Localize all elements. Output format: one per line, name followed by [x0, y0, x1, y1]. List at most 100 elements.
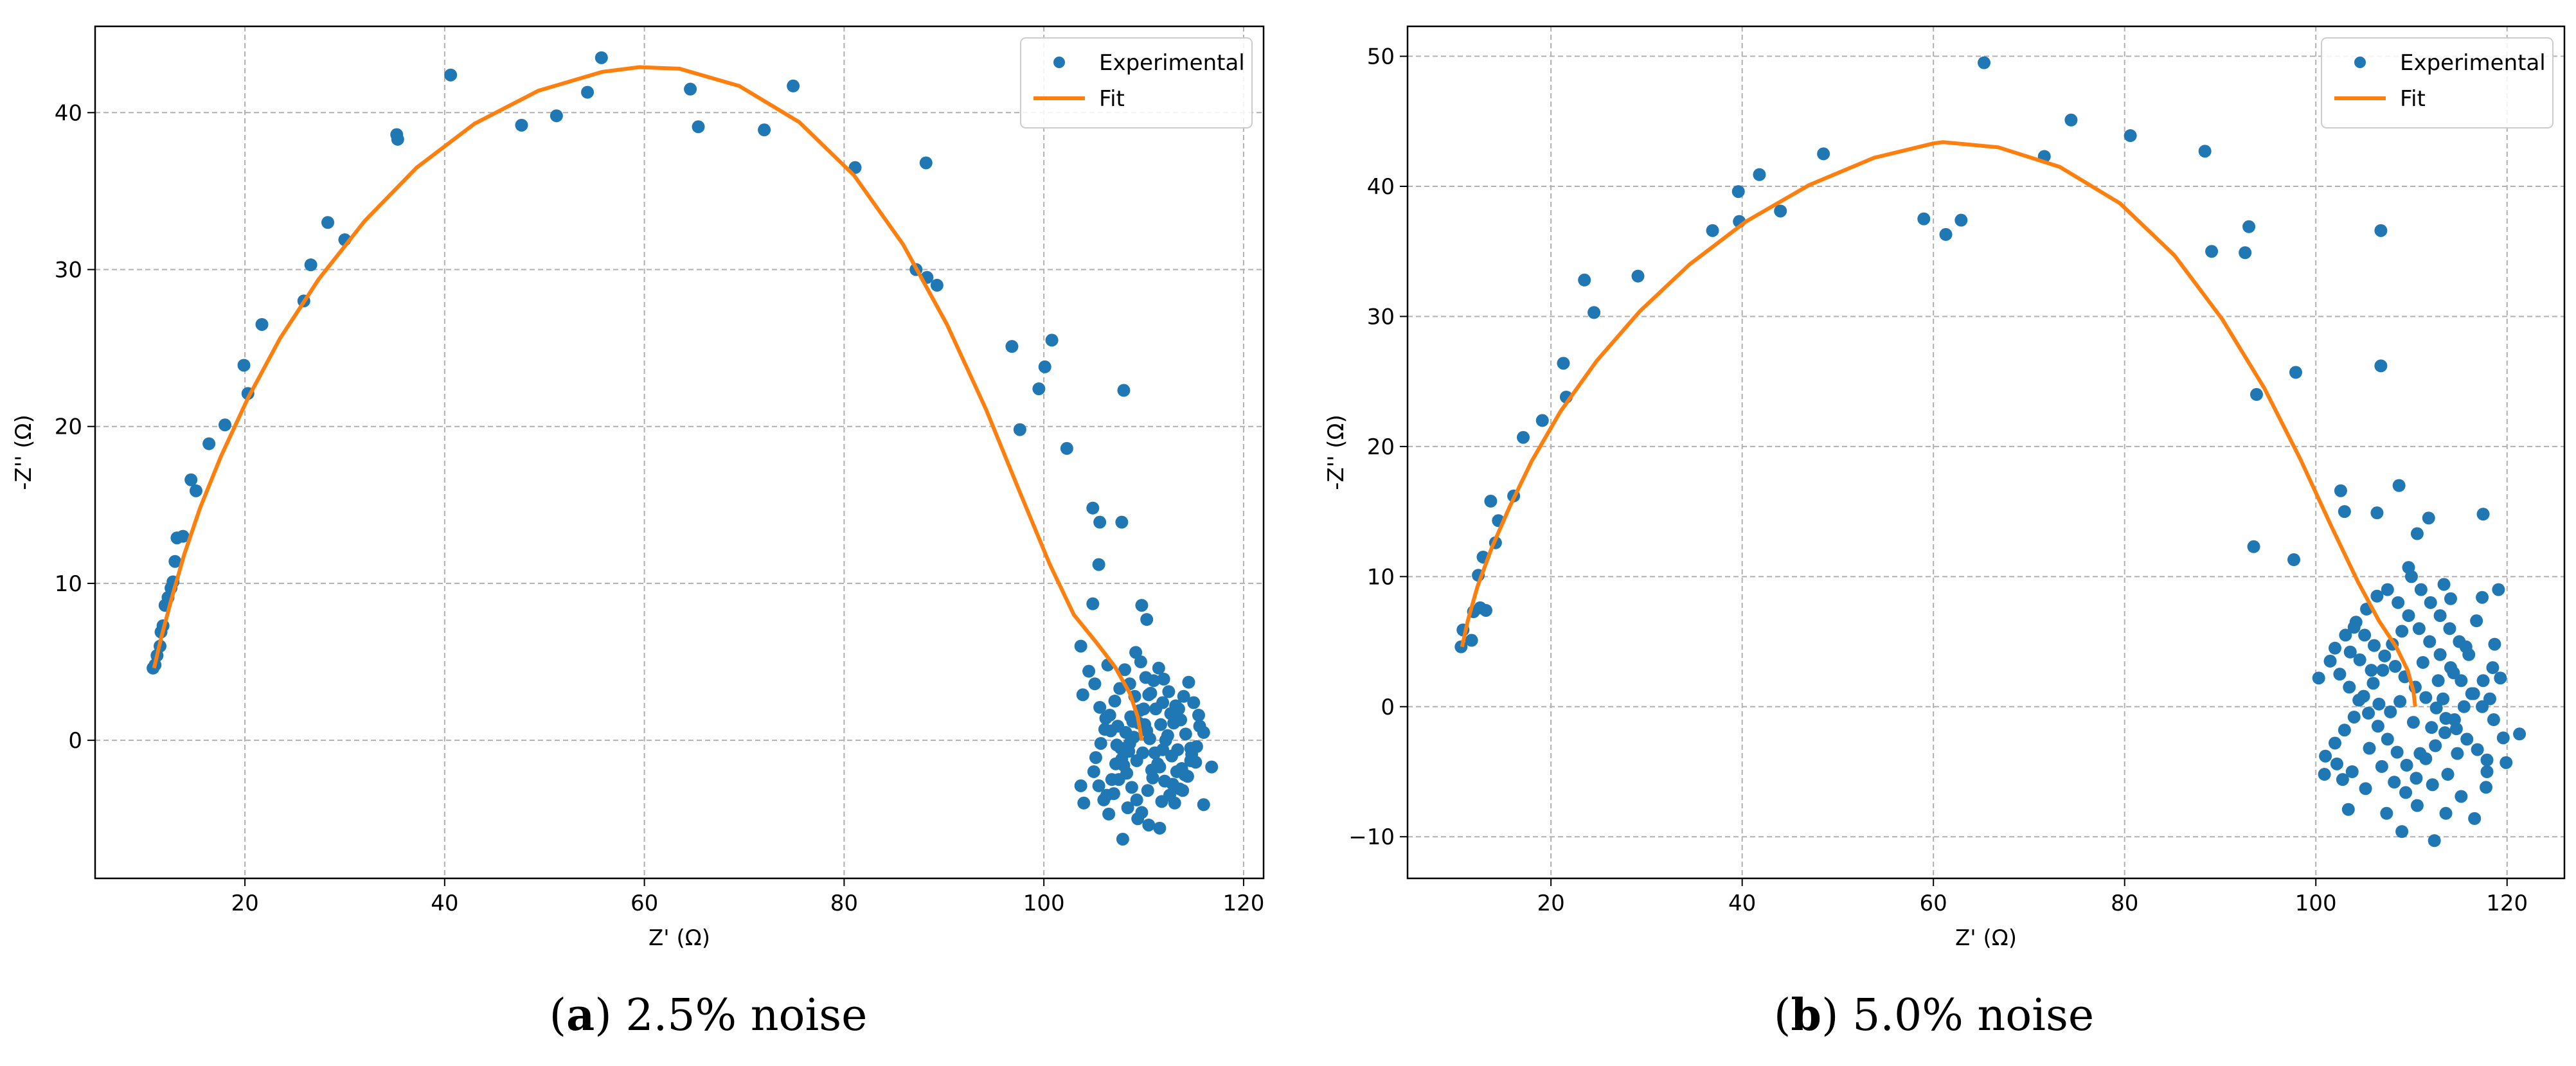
data-point — [2400, 758, 2413, 772]
data-point — [1145, 763, 1158, 777]
data-point — [2476, 674, 2490, 688]
data-point — [2343, 680, 2356, 694]
y-tick-label: 40 — [1367, 174, 1395, 200]
data-point — [1753, 168, 1766, 181]
data-point — [1130, 793, 1143, 806]
y-tick-label: 0 — [1381, 695, 1395, 720]
data-point — [1108, 695, 1122, 708]
data-point — [1156, 696, 1170, 709]
data-point — [2064, 113, 2078, 127]
data-point — [321, 216, 335, 229]
data-point — [2480, 753, 2494, 767]
data-point — [2457, 700, 2471, 713]
data-point — [1082, 664, 1096, 678]
data-point — [2429, 739, 2442, 752]
data-point — [1141, 784, 1154, 797]
data-point — [2422, 511, 2435, 525]
data-point — [1159, 734, 1172, 747]
data-point — [1162, 685, 1176, 698]
data-point — [1185, 748, 1199, 761]
x-tick-label: 60 — [631, 891, 658, 916]
data-point — [1076, 688, 1089, 702]
data-point — [787, 79, 800, 93]
data-point — [2399, 786, 2413, 799]
data-point — [1197, 798, 1210, 812]
y-tick-label: 30 — [1367, 304, 1395, 330]
data-point — [1731, 185, 1745, 199]
data-point — [1005, 340, 1019, 353]
data-point — [2390, 745, 2404, 759]
data-point — [1939, 227, 1953, 241]
data-point — [1557, 357, 1570, 370]
data-point — [2483, 692, 2496, 706]
data-point — [2330, 757, 2343, 770]
data-point — [1157, 672, 1170, 686]
data-point — [2404, 570, 2418, 583]
data-point — [2367, 639, 2381, 652]
data-point — [2424, 596, 2437, 609]
y-tick-label: −10 — [1348, 824, 1395, 850]
x-tick-label: 80 — [830, 891, 858, 916]
data-point — [2460, 733, 2474, 746]
x-tick-label: 20 — [1537, 891, 1565, 916]
data-point — [1045, 333, 1059, 347]
data-point — [1103, 709, 1116, 722]
data-point — [1093, 515, 1107, 529]
data-point — [1135, 599, 1149, 612]
data-point — [1182, 675, 1195, 689]
data-point — [2250, 387, 2263, 401]
data-point — [1140, 724, 1154, 738]
data-point — [2437, 578, 2451, 591]
data-point — [2470, 614, 2483, 628]
data-point — [184, 473, 198, 486]
data-point — [2375, 760, 2388, 773]
data-point — [2349, 616, 2363, 629]
data-point — [2467, 687, 2480, 700]
data-point — [2441, 768, 2455, 781]
data-point — [1588, 306, 1601, 319]
data-point — [2392, 596, 2405, 609]
data-point — [1205, 760, 1219, 774]
data-point — [1102, 807, 1116, 821]
x-tick-label: 120 — [1222, 891, 1264, 916]
data-point — [2410, 772, 2423, 785]
data-point — [1098, 723, 1111, 736]
x-tick-label: 80 — [2111, 891, 2138, 916]
data-point — [2323, 654, 2337, 668]
data-point — [595, 51, 608, 64]
data-point — [2455, 790, 2468, 803]
data-point — [1171, 743, 1185, 756]
data-point — [2439, 806, 2453, 820]
data-point — [2437, 692, 2450, 706]
data-point — [2334, 484, 2347, 497]
legend-label: Experimental — [1099, 50, 1245, 76]
data-point — [2431, 674, 2445, 688]
data-point — [1092, 558, 1105, 571]
data-point — [2395, 825, 2409, 839]
axes-frame — [94, 25, 1265, 880]
data-point — [1175, 762, 1188, 776]
legend-box — [2321, 37, 2554, 129]
data-point — [2423, 635, 2437, 648]
data-point — [2365, 664, 2378, 677]
y-tick-label: 0 — [68, 728, 82, 754]
data-point — [1187, 696, 1201, 709]
data-point — [1144, 686, 1158, 700]
data-point — [1917, 212, 1931, 226]
data-point — [2343, 645, 2357, 659]
data-point — [2239, 246, 2252, 260]
data-point — [2393, 695, 2407, 708]
data-point — [2443, 622, 2456, 635]
data-point — [2433, 648, 2447, 661]
data-point — [2341, 803, 2355, 816]
data-point — [2124, 129, 2137, 143]
x-tick-label: 60 — [1920, 891, 1947, 916]
data-point — [1100, 788, 1114, 802]
data-point — [919, 156, 933, 170]
data-point — [2198, 145, 2212, 158]
data-point — [2413, 747, 2427, 760]
data-point — [2319, 749, 2332, 763]
data-point — [444, 68, 458, 82]
data-point — [2433, 609, 2447, 623]
